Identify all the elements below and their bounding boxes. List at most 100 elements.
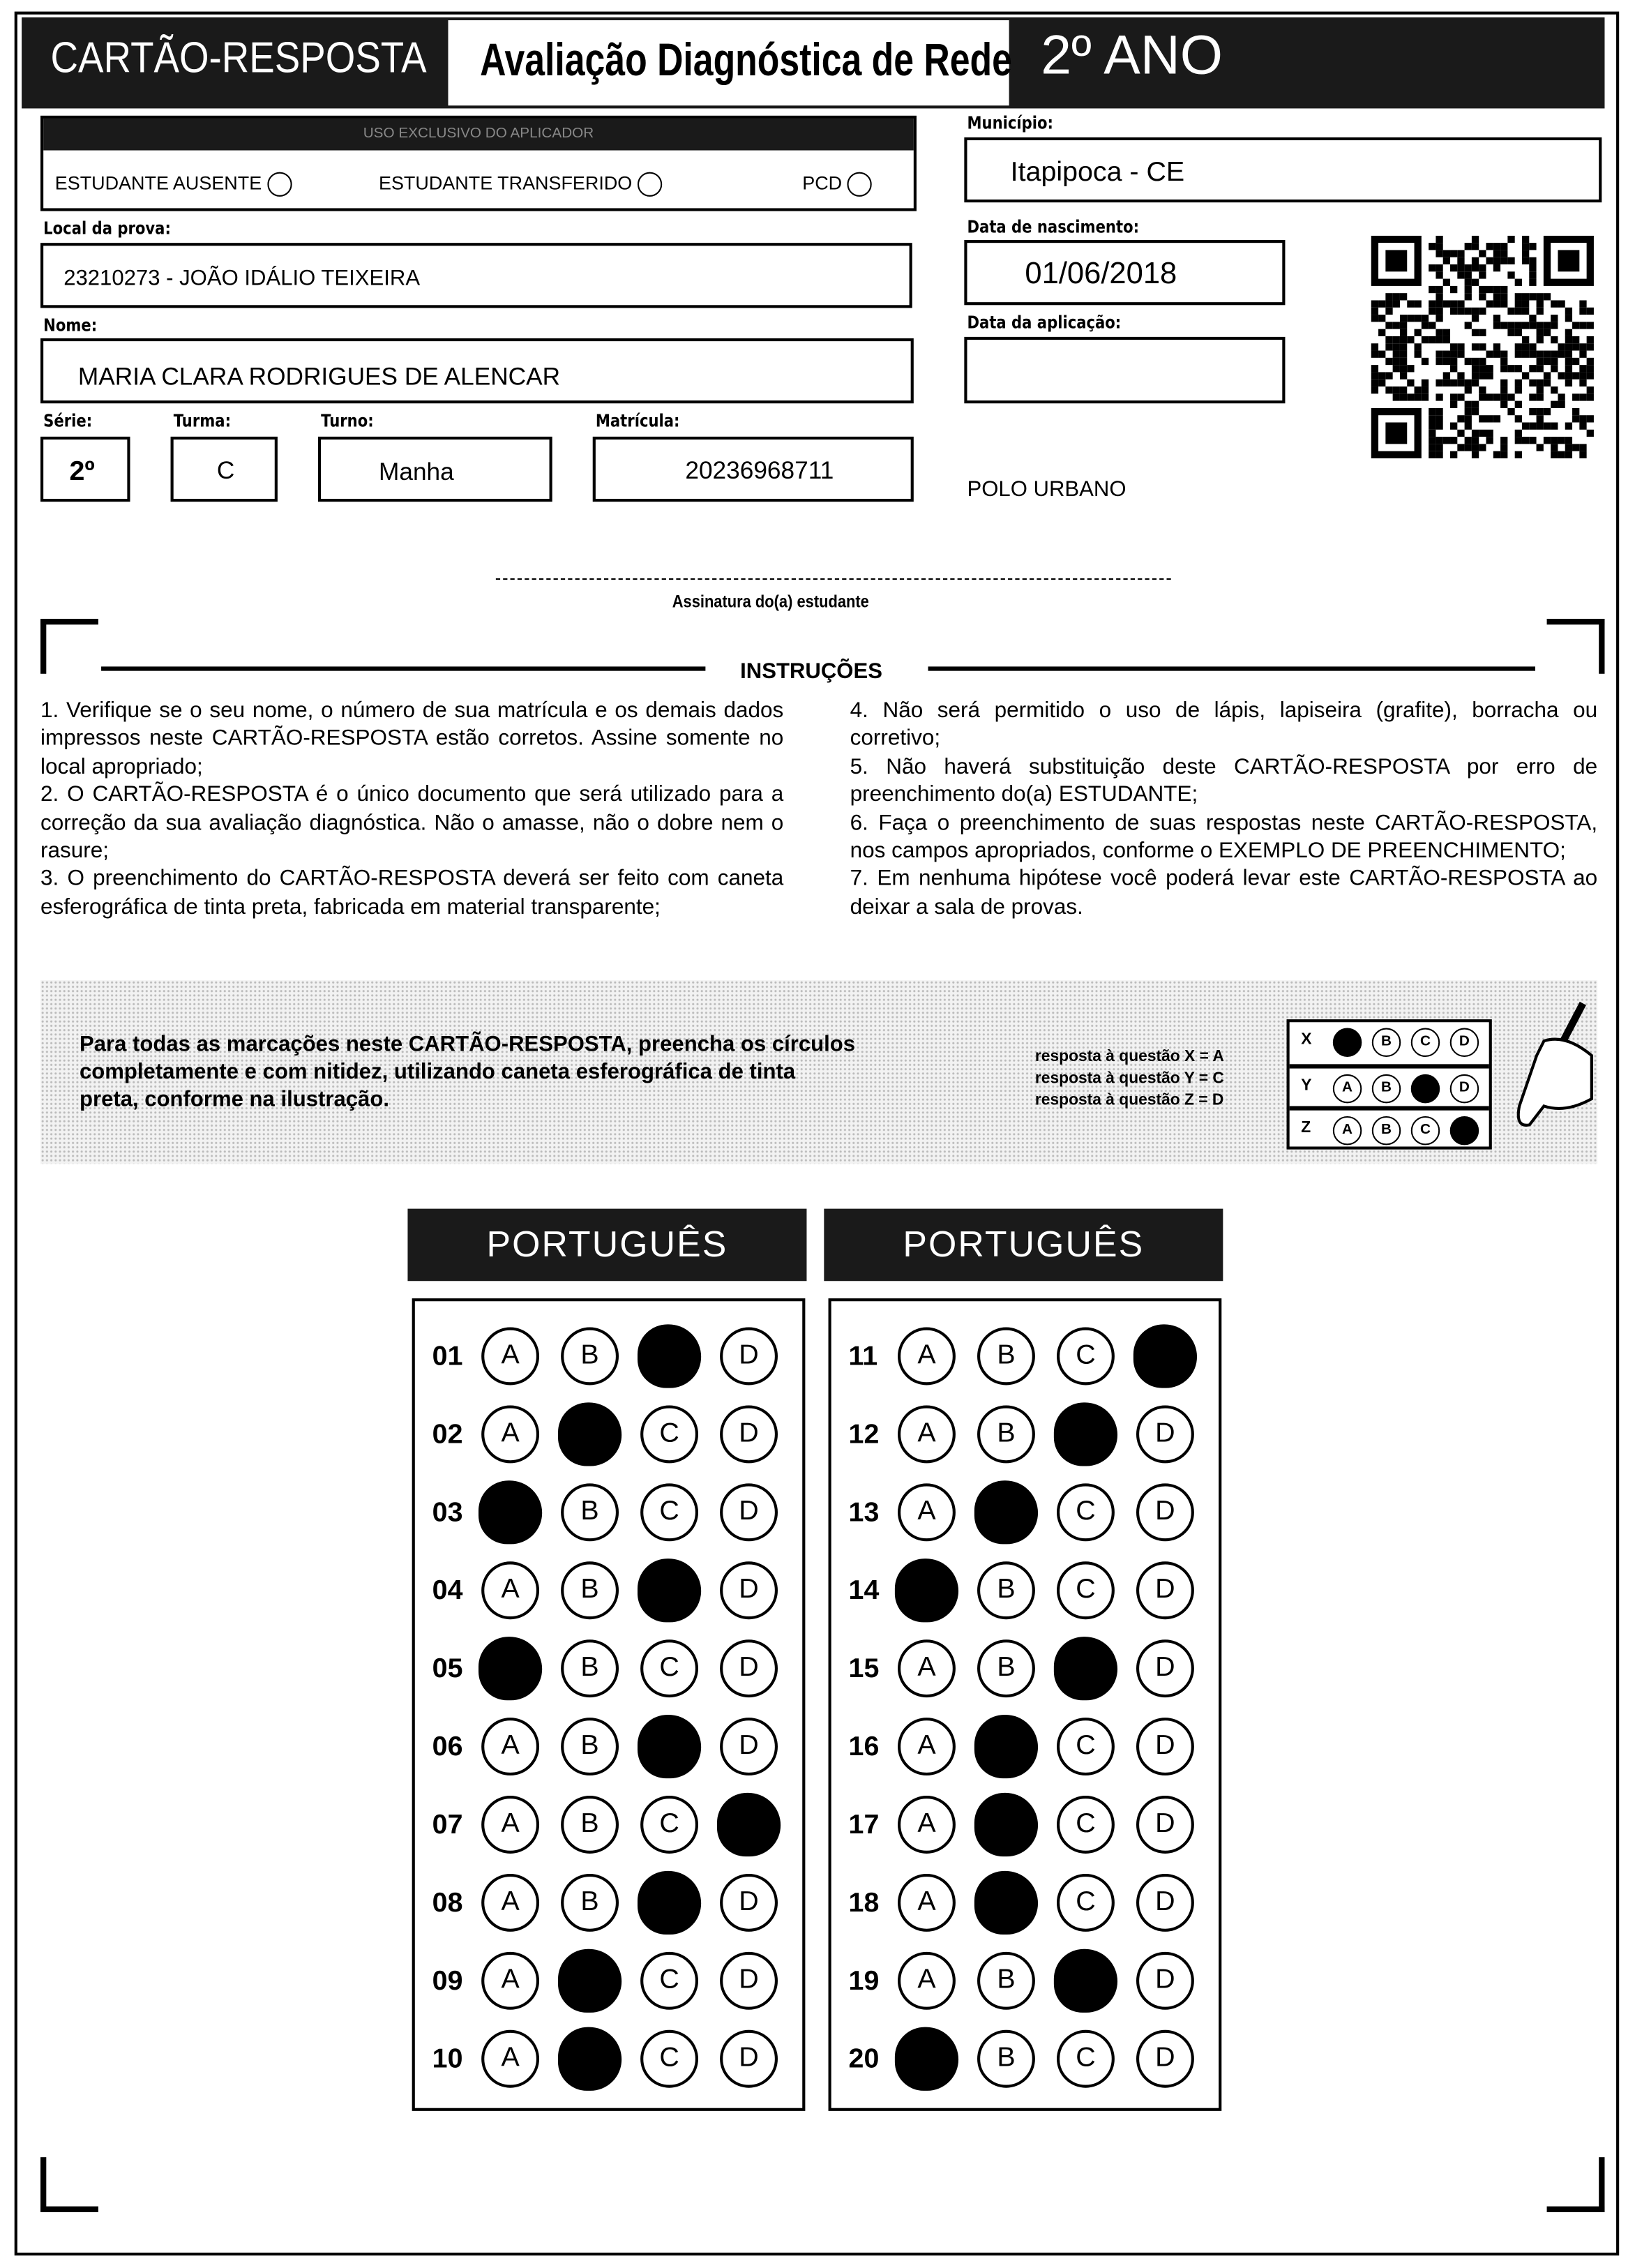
answer-bubble[interactable]: B	[561, 1796, 619, 1854]
answer-bubble[interactable]: A	[481, 1561, 540, 1620]
answer-bubble-filled[interactable]	[1133, 1324, 1198, 1388]
absent-option[interactable]: ESTUDANTE AUSENTE	[55, 172, 292, 197]
answer-bubble[interactable]: A	[898, 1405, 956, 1464]
answer-bubble[interactable]: D	[1136, 1718, 1194, 1776]
answer-bubble[interactable]: D	[720, 1873, 778, 1932]
answer-bubble[interactable]: A	[898, 1327, 956, 1385]
example-bubble-filled	[1410, 1074, 1440, 1104]
answer-bubble-filled[interactable]	[1053, 1402, 1118, 1466]
answer-bubble[interactable]: B	[561, 1483, 619, 1542]
answer-bubble[interactable]: A	[481, 1327, 540, 1385]
answer-bubble-filled[interactable]	[478, 1480, 543, 1545]
answer-bubble-filled[interactable]	[557, 2027, 622, 2091]
answer-bubble[interactable]: A	[898, 1796, 956, 1854]
answer-bubble[interactable]: C	[1056, 1718, 1115, 1776]
answer-bubble[interactable]: D	[720, 1951, 778, 2010]
answer-bubble[interactable]: D	[720, 1561, 778, 1620]
answer-bubble-filled[interactable]	[637, 1324, 702, 1388]
answer-bubble[interactable]: B	[561, 1327, 619, 1385]
answer-bubble[interactable]: B	[977, 1951, 1035, 2010]
answer-bubble[interactable]: C	[1056, 2029, 1115, 2088]
header-title: CARTÃO-RESPOSTA	[50, 34, 427, 83]
answer-bubble-filled[interactable]	[716, 1792, 781, 1857]
answer-bubble[interactable]: B	[561, 1561, 619, 1620]
absent-radio[interactable]	[267, 172, 292, 197]
answer-bubble[interactable]: D	[720, 1718, 778, 1776]
answer-bubble-filled[interactable]	[974, 1714, 1039, 1779]
example-bubble: B	[1371, 1028, 1401, 1057]
transferred-radio[interactable]	[638, 172, 663, 197]
answer-bubble[interactable]: C	[1056, 1873, 1115, 1932]
answer-bubble[interactable]: C	[1056, 1561, 1115, 1620]
answer-bubble[interactable]: A	[898, 1718, 956, 1776]
answer-bubble[interactable]: A	[481, 2029, 540, 2088]
answer-bubble-filled[interactable]	[557, 1402, 622, 1466]
answer-bubble[interactable]: C	[1056, 1483, 1115, 1542]
answer-bubble[interactable]: D	[1136, 1639, 1194, 1698]
answer-bubble[interactable]: A	[481, 1718, 540, 1776]
answer-bubble[interactable]: B	[977, 1327, 1035, 1385]
answer-bubble[interactable]: D	[1136, 1873, 1194, 1932]
answer-bubble-filled[interactable]	[1053, 1637, 1118, 1701]
answer-bubble[interactable]: C	[640, 1639, 699, 1698]
instruction-item: 1. Verifique se o seu nome, o número de …	[40, 698, 784, 779]
answer-bubble[interactable]: A	[481, 1873, 540, 1932]
answer-bubble[interactable]: C	[1056, 1796, 1115, 1854]
pcd-radio[interactable]	[847, 172, 873, 197]
answer-bubble[interactable]: A	[898, 1483, 956, 1542]
pcd-option[interactable]: PCD	[802, 172, 873, 197]
answer-bubble[interactable]: D	[720, 1405, 778, 1464]
answer-bubble-filled[interactable]	[557, 1948, 622, 2013]
answer-bubble[interactable]: A	[481, 1951, 540, 2010]
applicator-title-bar: USO EXCLUSIVO DO APLICADOR	[43, 118, 914, 151]
question-number: 07	[432, 1810, 463, 1841]
answer-bubble[interactable]: C	[640, 1796, 699, 1854]
example-bubble: A	[1332, 1116, 1362, 1146]
answer-bubble-filled[interactable]	[637, 1714, 702, 1779]
answer-bubble[interactable]: D	[720, 2029, 778, 2088]
answer-bubble-filled[interactable]	[974, 1480, 1039, 1545]
answer-bubble[interactable]: A	[481, 1405, 540, 1464]
answer-bubble[interactable]: D	[720, 1639, 778, 1698]
answer-bubble-filled[interactable]	[637, 1870, 702, 1935]
answer-bubble[interactable]: A	[481, 1796, 540, 1854]
example-bubble: B	[1371, 1116, 1401, 1146]
answer-bubble[interactable]: A	[898, 1639, 956, 1698]
question-row: 12 A B D	[831, 1402, 1219, 1466]
answer-bubble-filled[interactable]	[1053, 1948, 1118, 2013]
answer-bubble[interactable]: D	[1136, 1405, 1194, 1464]
municipio-value: Itapipoca - CE	[1010, 157, 1185, 188]
answer-bubble[interactable]: D	[1136, 2029, 1194, 2088]
answer-bubble[interactable]: B	[561, 1639, 619, 1698]
answer-bubble[interactable]: D	[720, 1327, 778, 1385]
answer-bubble[interactable]: D	[1136, 1796, 1194, 1854]
answer-bubble-filled[interactable]	[637, 1559, 702, 1623]
answer-bubble[interactable]: A	[898, 1951, 956, 2010]
answer-bubble[interactable]: B	[977, 2029, 1035, 2088]
answer-bubble-filled[interactable]	[894, 2027, 959, 2091]
answer-bubble-filled[interactable]	[894, 1559, 959, 1623]
answer-bubble[interactable]: B	[977, 1639, 1035, 1698]
answer-bubble[interactable]: B	[561, 1718, 619, 1776]
answer-bubble[interactable]: D	[1136, 1561, 1194, 1620]
question-number: 03	[432, 1498, 463, 1529]
question-row: 02 A C D	[415, 1402, 802, 1466]
transferred-option[interactable]: ESTUDANTE TRANSFERIDO	[379, 172, 663, 197]
answer-bubble[interactable]: B	[977, 1405, 1035, 1464]
answer-bubble-filled[interactable]	[478, 1637, 543, 1701]
answer-bubble[interactable]: C	[640, 2029, 699, 2088]
answer-bubble[interactable]: D	[1136, 1951, 1194, 2010]
answer-bubble[interactable]: A	[898, 1873, 956, 1932]
example-row-label: X	[1301, 1030, 1312, 1049]
answer-bubble[interactable]: C	[640, 1951, 699, 2010]
answer-bubble[interactable]: B	[561, 1873, 619, 1932]
answer-bubble-filled[interactable]	[974, 1792, 1039, 1857]
answer-bubble-filled[interactable]	[974, 1870, 1039, 1935]
answer-bubble[interactable]: C	[1056, 1327, 1115, 1385]
answer-bubble[interactable]: D	[720, 1483, 778, 1542]
answer-bubble[interactable]: D	[1136, 1483, 1194, 1542]
answer-bubble[interactable]: C	[640, 1483, 699, 1542]
answer-bubble[interactable]: C	[640, 1405, 699, 1464]
answer-bubble[interactable]: B	[977, 1561, 1035, 1620]
